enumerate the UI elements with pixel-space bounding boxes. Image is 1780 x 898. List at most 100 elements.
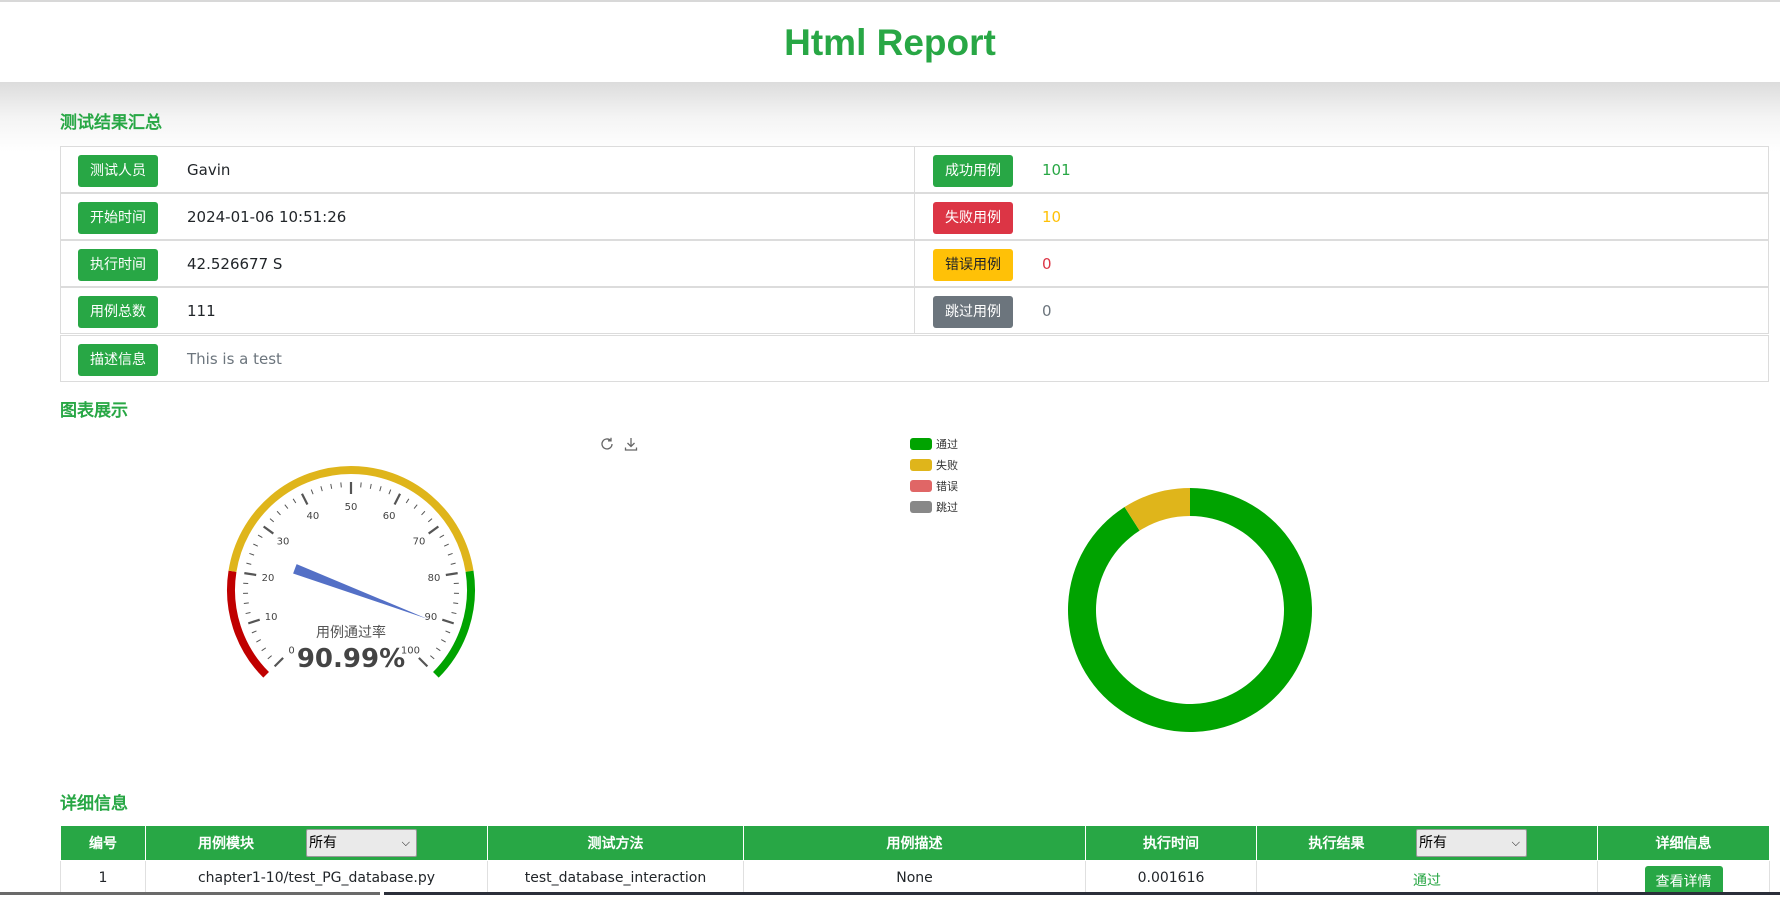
cell-module: chapter1-10/test_PG_database.py	[145, 859, 488, 898]
gauge-needle	[293, 564, 428, 619]
gauge-minor-tick	[249, 552, 255, 556]
bottom-edge	[0, 892, 1780, 898]
gauge-minor-tick	[405, 498, 410, 504]
top-border	[0, 0, 1780, 2]
gauge-major-tick	[428, 525, 440, 535]
fail-badge: 失败用例	[933, 202, 1013, 234]
legend-swatch-skip	[910, 501, 932, 513]
col-header-no-label: 编号	[89, 835, 117, 852]
refresh-icon[interactable]	[598, 436, 616, 454]
start-time-value: 2024-01-06 10:51:26	[187, 208, 347, 226]
gauge-tick-label: 30	[277, 537, 290, 548]
gauge-minor-tick	[284, 504, 289, 509]
charts-section-title: 图表展示	[60, 401, 128, 421]
gauge-major-tick	[247, 618, 261, 625]
pie-legend: 通过 失败 错误 跳过	[910, 436, 990, 520]
gauge-major-tick	[300, 493, 309, 505]
summary-row-duration: 执行时间 42.526677 S	[60, 240, 915, 287]
description-badge: 描述信息	[78, 344, 158, 376]
fail-value: 10	[1042, 208, 1062, 226]
legend-label-skip: 跳过	[936, 501, 958, 514]
gauge-minor-tick	[445, 630, 451, 634]
gauge-tick-label: 40	[306, 511, 319, 522]
legend-label-error: 错误	[936, 480, 958, 493]
col-header-time-label: 执行时间	[1143, 835, 1199, 852]
col-header-result: 执行结果 所有 ⌵	[1256, 826, 1598, 861]
gauge-minor-tick	[379, 486, 382, 492]
gauge-minor-tick	[320, 486, 323, 492]
duration-badge: 执行时间	[78, 249, 158, 281]
gauge-tick-label: 90	[425, 612, 438, 623]
summary-row-description: 描述信息 This is a test	[60, 335, 1769, 382]
gauge-ticks	[243, 482, 459, 668]
skip-value: 0	[1042, 302, 1052, 320]
legend-swatch-pass	[910, 438, 932, 450]
detail-table: 编号 用例模块 所有 ⌵ 测试方法 用例描述 执行时间 执行结果	[60, 826, 1770, 898]
gauge-pointer	[293, 564, 428, 619]
error-badge: 错误用例	[933, 249, 1013, 281]
gauge-minor-tick	[441, 639, 446, 643]
gauge-tick-label: 10	[265, 612, 278, 623]
gauge-minor-tick	[369, 483, 372, 489]
col-header-desc: 用例描述	[743, 826, 1086, 861]
tester-value: Gavin	[187, 161, 231, 179]
duration-value: 42.526677 S	[187, 255, 283, 273]
gauge-minor-tick	[261, 647, 267, 652]
table-row: 1 chapter1-10/test_PG_database.py test_d…	[60, 859, 1770, 898]
gauge-minor-tick	[267, 655, 272, 660]
chevron-down-icon: ⌵	[401, 835, 410, 849]
gauge-minor-tick	[245, 611, 251, 615]
gauge-bands	[227, 466, 475, 678]
legend-item-skip[interactable]: 跳过	[910, 499, 990, 520]
gauge-minor-tick	[413, 504, 418, 509]
summary-row-success: 成功用例 101	[914, 146, 1769, 193]
col-header-module: 用例模块 所有 ⌵	[145, 826, 488, 861]
legend-item-pass[interactable]: 通过	[910, 436, 990, 457]
gauge-minor-tick	[256, 639, 261, 643]
col-header-no: 编号	[60, 826, 146, 861]
legend-swatch-error	[910, 480, 932, 492]
legend-swatch-fail	[910, 459, 932, 471]
header-shadow	[0, 82, 1780, 152]
gauge-minor-tick	[257, 534, 263, 538]
summary-row-start-time: 开始时间 2024-01-06 10:51:26	[60, 193, 915, 240]
col-header-desc-label: 用例描述	[886, 835, 943, 852]
gauge-minor-tick	[269, 518, 275, 523]
donut-slice-2[interactable]	[1124, 488, 1190, 531]
donut-slices	[1068, 488, 1312, 732]
legend-item-fail[interactable]: 失败	[910, 457, 990, 478]
gauge-minor-tick	[310, 489, 314, 495]
tester-badge: 测试人员	[78, 155, 158, 187]
gauge-tick-label: 80	[428, 573, 441, 584]
legend-label-fail: 失败	[936, 459, 958, 472]
total-value: 111	[187, 302, 216, 320]
cell-method: test_database_interaction	[487, 859, 744, 898]
legend-item-error[interactable]: 错误	[910, 478, 990, 499]
summary-row-fail: 失败用例 10	[914, 193, 1769, 240]
download-icon[interactable]	[622, 436, 640, 454]
gauge-minor-tick	[251, 630, 257, 634]
summary-row-error: 错误用例 0	[914, 240, 1769, 287]
donut-slice-1[interactable]	[1068, 488, 1312, 732]
error-value: 0	[1042, 255, 1052, 273]
skip-badge: 跳过用例	[933, 296, 1013, 328]
gauge-minor-tick	[253, 543, 259, 547]
gauge-major-tick	[262, 525, 274, 535]
col-header-method-label: 测试方法	[587, 835, 644, 852]
gauge-minor-tick	[447, 552, 453, 556]
module-filter-value: 所有	[309, 834, 337, 851]
gauge-band	[433, 570, 475, 678]
gauge-tick-labels: 0 10 20 30 40 50 60 70 80 90 100	[262, 502, 441, 656]
col-header-result-label: 执行结果	[1308, 835, 1365, 852]
gauge-minor-tick	[430, 655, 435, 660]
gauge-band	[227, 570, 269, 678]
module-filter-select[interactable]: 所有 ⌵	[306, 828, 417, 857]
gauge-minor-tick	[451, 611, 457, 615]
gauge-tick-label: 50	[345, 502, 358, 513]
gauge-tick-label: 70	[413, 537, 426, 548]
success-value: 101	[1042, 161, 1071, 179]
gauge-major-tick	[418, 657, 429, 668]
result-filter-select[interactable]: 所有 ⌵	[1416, 828, 1527, 857]
gauge-label: 用例通过率	[316, 624, 386, 641]
gauge-major-tick	[445, 572, 458, 577]
